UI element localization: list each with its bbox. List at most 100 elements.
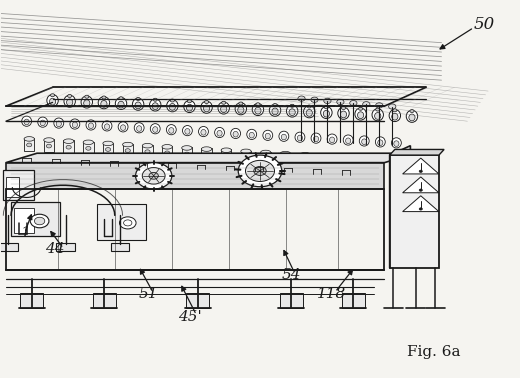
- Circle shape: [307, 105, 311, 108]
- Circle shape: [393, 109, 397, 112]
- Bar: [186, 293, 209, 308]
- Circle shape: [68, 94, 72, 98]
- Ellipse shape: [49, 98, 56, 105]
- Text: Fig. 6a: Fig. 6a: [407, 345, 461, 359]
- Ellipse shape: [134, 123, 144, 133]
- Circle shape: [324, 98, 331, 104]
- Ellipse shape: [24, 137, 34, 141]
- Ellipse shape: [323, 110, 330, 117]
- Bar: [389, 155, 439, 268]
- Circle shape: [224, 154, 229, 158]
- Circle shape: [243, 155, 249, 159]
- Ellipse shape: [133, 98, 144, 110]
- Circle shape: [362, 102, 370, 107]
- Ellipse shape: [355, 108, 366, 120]
- Ellipse shape: [231, 129, 241, 138]
- Circle shape: [204, 101, 209, 104]
- Bar: [56, 243, 75, 251]
- Ellipse shape: [115, 98, 127, 110]
- Ellipse shape: [103, 141, 113, 146]
- Text: 50: 50: [473, 15, 495, 33]
- Ellipse shape: [297, 135, 303, 141]
- Ellipse shape: [64, 95, 75, 107]
- Bar: [14, 208, 34, 234]
- Ellipse shape: [343, 135, 353, 145]
- Circle shape: [361, 162, 367, 166]
- Circle shape: [136, 98, 140, 101]
- Circle shape: [342, 107, 346, 110]
- Ellipse shape: [392, 113, 398, 120]
- Circle shape: [311, 97, 318, 102]
- Ellipse shape: [22, 116, 32, 126]
- Bar: [201, 148, 212, 161]
- Ellipse shape: [137, 126, 142, 132]
- Ellipse shape: [72, 122, 77, 128]
- Ellipse shape: [44, 138, 54, 142]
- Bar: [83, 141, 94, 155]
- Bar: [280, 293, 303, 308]
- Circle shape: [27, 143, 32, 147]
- Ellipse shape: [314, 136, 319, 142]
- Ellipse shape: [88, 123, 94, 129]
- Circle shape: [85, 95, 89, 98]
- Circle shape: [86, 146, 91, 150]
- Circle shape: [120, 217, 136, 229]
- Bar: [93, 293, 116, 308]
- Circle shape: [263, 156, 268, 160]
- Ellipse shape: [63, 139, 74, 143]
- Ellipse shape: [169, 104, 175, 110]
- Circle shape: [245, 160, 275, 181]
- Ellipse shape: [221, 148, 231, 152]
- Ellipse shape: [54, 118, 64, 128]
- Circle shape: [102, 96, 106, 99]
- Bar: [221, 149, 231, 163]
- Bar: [162, 146, 172, 159]
- Polygon shape: [402, 196, 439, 212]
- Text: 51: 51: [139, 287, 158, 301]
- Circle shape: [204, 153, 209, 157]
- Ellipse shape: [168, 128, 174, 133]
- Ellipse shape: [389, 110, 400, 122]
- Ellipse shape: [300, 152, 310, 157]
- Bar: [6, 177, 19, 197]
- Ellipse shape: [327, 134, 337, 144]
- Circle shape: [350, 101, 357, 106]
- Ellipse shape: [269, 104, 281, 116]
- Ellipse shape: [375, 137, 385, 147]
- Ellipse shape: [346, 138, 351, 144]
- Text: 44: 44: [45, 242, 65, 256]
- Ellipse shape: [263, 130, 272, 140]
- Ellipse shape: [287, 105, 298, 117]
- Circle shape: [170, 99, 174, 102]
- Ellipse shape: [406, 110, 418, 122]
- Ellipse shape: [199, 127, 209, 137]
- Circle shape: [419, 170, 422, 172]
- Circle shape: [324, 106, 329, 109]
- Circle shape: [222, 101, 226, 104]
- Ellipse shape: [361, 139, 367, 144]
- Ellipse shape: [359, 156, 369, 160]
- Circle shape: [106, 147, 111, 151]
- Ellipse shape: [40, 120, 45, 126]
- Ellipse shape: [338, 107, 349, 119]
- Circle shape: [419, 208, 422, 210]
- Circle shape: [46, 144, 51, 148]
- Ellipse shape: [123, 142, 133, 147]
- Circle shape: [164, 151, 170, 155]
- Ellipse shape: [233, 132, 238, 137]
- Bar: [181, 147, 192, 160]
- Circle shape: [303, 159, 308, 163]
- Circle shape: [342, 161, 347, 165]
- Bar: [97, 204, 146, 240]
- Ellipse shape: [201, 101, 212, 113]
- Ellipse shape: [374, 113, 381, 119]
- Ellipse shape: [252, 104, 264, 116]
- Ellipse shape: [86, 120, 96, 130]
- Bar: [123, 144, 133, 157]
- Ellipse shape: [102, 121, 112, 131]
- Circle shape: [410, 110, 414, 113]
- Circle shape: [298, 96, 305, 101]
- Bar: [103, 143, 113, 156]
- Polygon shape: [6, 153, 415, 163]
- Polygon shape: [402, 158, 439, 174]
